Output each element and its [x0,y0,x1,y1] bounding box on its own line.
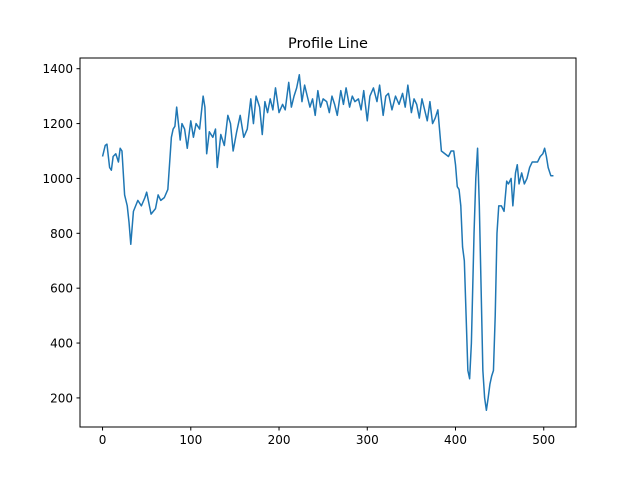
y-tick-label: 600 [50,282,73,296]
plot-area: 0 100 200 300 400 500 200 400 600 800 1000 1200 1400 [42,62,555,447]
x-tick-label: 300 [356,433,379,447]
y-tick-label: 1400 [42,62,73,76]
y-tick-label: 800 [50,227,73,241]
x-tick-label: 100 [179,433,202,447]
y-tick-label: 1000 [42,172,73,186]
y-tick-label: 400 [50,337,73,351]
x-tick-label: 400 [444,433,467,447]
x-tick-label: 500 [532,433,555,447]
x-tick-label: 0 [99,433,107,447]
data-line [101,73,554,412]
y-tick-label: 1200 [42,117,73,131]
y-tick-label: 200 [50,391,73,405]
axes-frame [79,57,577,428]
chart-title: Profile Line [288,36,368,52]
x-tick-label: 200 [268,433,291,447]
